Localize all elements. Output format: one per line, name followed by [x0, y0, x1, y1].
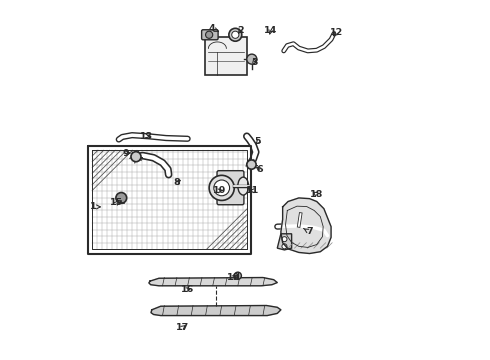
- Text: 6: 6: [256, 165, 263, 174]
- Text: 14: 14: [264, 26, 277, 35]
- Ellipse shape: [238, 177, 248, 195]
- Polygon shape: [151, 306, 281, 316]
- Text: 16: 16: [181, 285, 194, 294]
- Circle shape: [116, 193, 126, 203]
- Text: 19: 19: [226, 273, 240, 282]
- Text: 1: 1: [90, 202, 100, 211]
- Text: 8: 8: [173, 178, 180, 187]
- Polygon shape: [277, 234, 292, 250]
- Circle shape: [282, 237, 287, 242]
- FancyBboxPatch shape: [217, 171, 244, 205]
- Circle shape: [232, 31, 239, 39]
- Circle shape: [205, 31, 213, 39]
- Circle shape: [214, 180, 230, 196]
- Circle shape: [229, 28, 242, 41]
- Text: 4: 4: [209, 24, 219, 33]
- Circle shape: [282, 244, 287, 249]
- Text: 17: 17: [175, 323, 189, 332]
- FancyBboxPatch shape: [205, 37, 247, 75]
- Text: 7: 7: [303, 228, 313, 237]
- Text: 11: 11: [246, 186, 260, 195]
- Circle shape: [234, 272, 242, 279]
- Circle shape: [209, 175, 234, 201]
- Circle shape: [247, 160, 256, 169]
- Text: 9: 9: [122, 149, 130, 158]
- Text: 5: 5: [255, 138, 261, 147]
- Text: 10: 10: [213, 186, 226, 195]
- Text: 15: 15: [110, 198, 123, 207]
- Text: 13: 13: [140, 132, 153, 141]
- Text: 2: 2: [237, 26, 244, 35]
- Polygon shape: [281, 198, 331, 253]
- Text: 3: 3: [251, 58, 258, 67]
- Circle shape: [247, 54, 257, 64]
- Polygon shape: [149, 278, 277, 286]
- Text: 18: 18: [310, 190, 323, 199]
- Text: 12: 12: [330, 28, 343, 37]
- FancyBboxPatch shape: [201, 30, 218, 40]
- Circle shape: [131, 152, 141, 162]
